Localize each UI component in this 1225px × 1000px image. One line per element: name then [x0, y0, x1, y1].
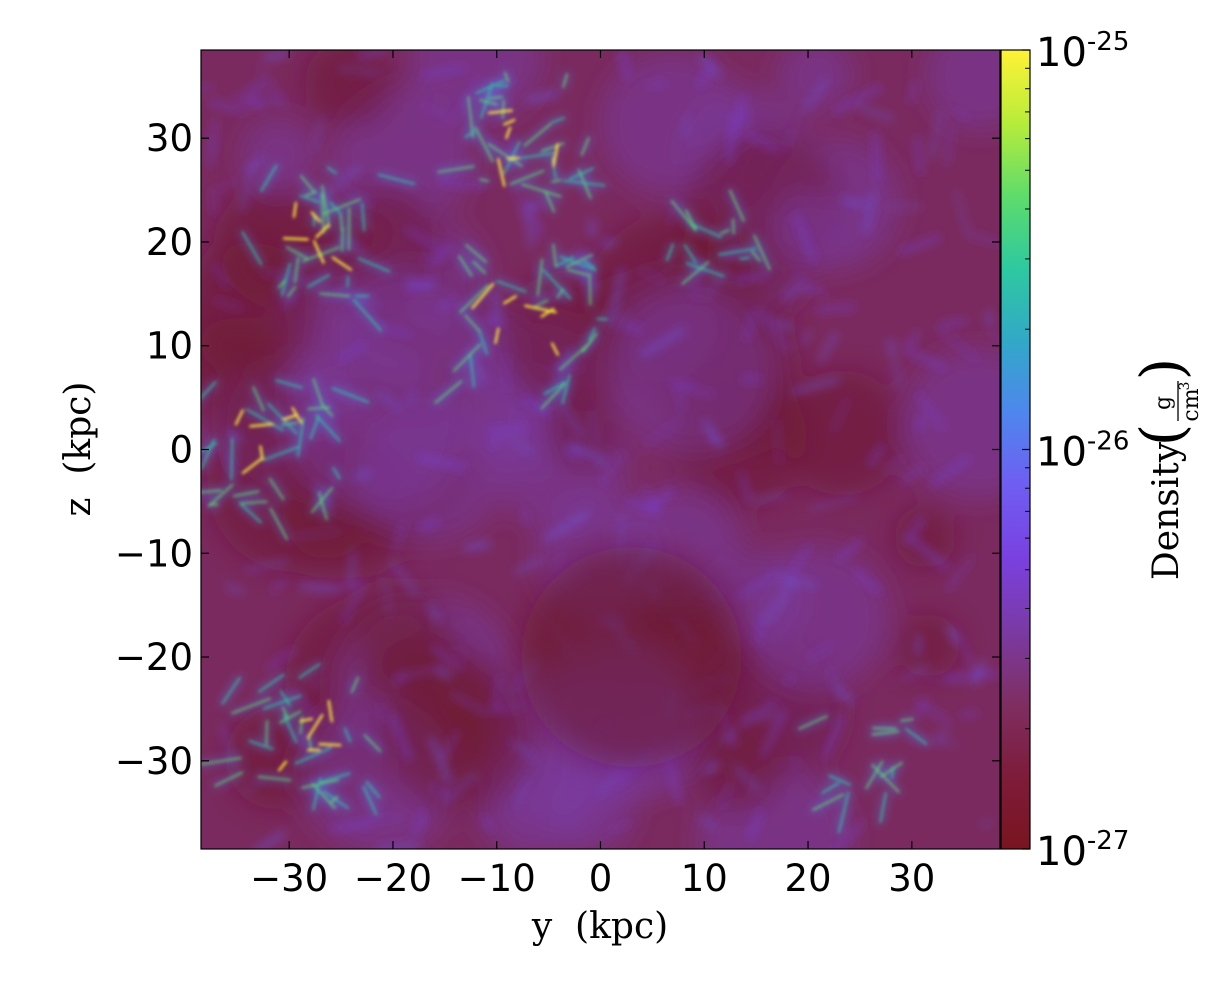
- colorbar-quantity: Density: [1146, 441, 1187, 580]
- colorbar-tick-label: 10-26: [1036, 427, 1129, 476]
- x-tick-label: −20: [354, 857, 432, 900]
- colorbar-ticks: 10-25 10-26 10-27: [1022, 27, 1129, 875]
- x-axis-label: y (kpc): [531, 906, 668, 947]
- colorbar-tick-label: 10-25: [1036, 27, 1129, 76]
- colorbar-paren-open: (: [1128, 424, 1196, 447]
- y-tick-label: −20: [115, 636, 193, 679]
- x-tick-label: −30: [250, 857, 328, 900]
- x-tick-label: 10: [681, 857, 728, 900]
- colorbar-paren-close: ): [1128, 358, 1196, 381]
- y-tick-label: 20: [146, 221, 193, 264]
- y-tick-label: −10: [115, 532, 193, 575]
- y-tick-label: 30: [146, 117, 193, 160]
- y-tick-label: −30: [115, 740, 193, 783]
- colorbar-unit-numerator: g: [1151, 396, 1176, 410]
- colorbar-unit-denominator: cm: [1179, 388, 1204, 421]
- y-axis-label: z (kpc): [58, 382, 99, 517]
- y-tick-label: 0: [169, 429, 193, 472]
- density-features: [201, 70, 929, 835]
- density-map: [201, 50, 1000, 849]
- x-tick-label: −10: [458, 857, 536, 900]
- colorbar-label: Density ( g cm 3 ): [1128, 358, 1204, 580]
- x-tick-label: 20: [784, 857, 831, 900]
- x-tick-label: 0: [589, 857, 613, 900]
- y-tick-label: 10: [146, 325, 193, 368]
- colorbar-unit-exponent: 3: [1177, 382, 1193, 391]
- x-axis-ticks: −30 −20 −10 0 10 20 30: [250, 50, 935, 900]
- colorbar: 10-25 10-26 10-27 Density ( g cm 3 ): [1000, 27, 1204, 875]
- y-axis-ticks: −30 −20 −10 0 10 20 30: [115, 117, 1000, 783]
- x-tick-label: 30: [888, 857, 935, 900]
- density-void: [521, 547, 742, 768]
- colorbar-tick-label: 10-27: [1036, 826, 1129, 875]
